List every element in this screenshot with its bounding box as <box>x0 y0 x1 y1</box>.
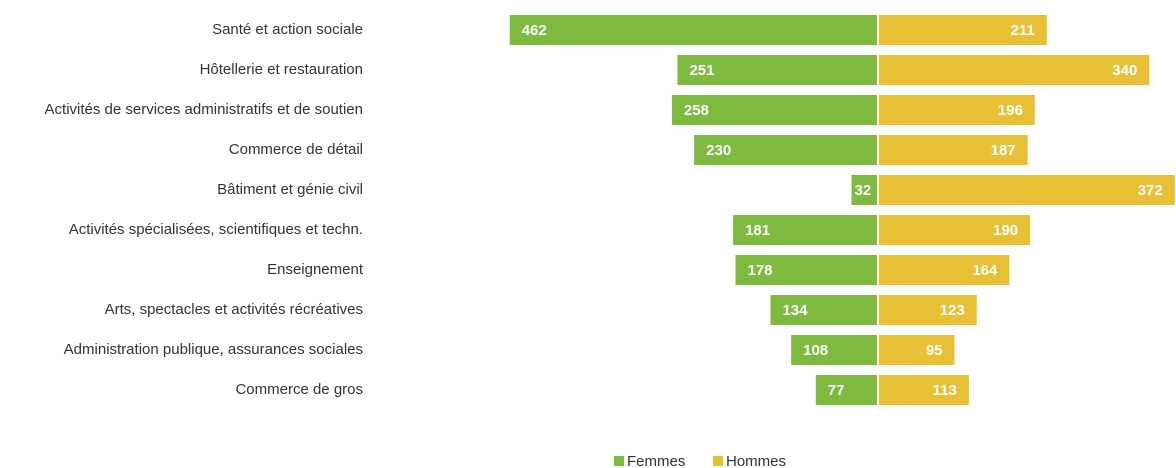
value-label: 462 <box>522 22 547 39</box>
value-label: 178 <box>747 262 772 279</box>
bar <box>735 255 877 285</box>
bar <box>770 295 877 325</box>
value-label: 372 <box>1138 182 1163 199</box>
bar <box>694 135 877 165</box>
bar <box>733 215 877 245</box>
value-label: 134 <box>782 302 808 319</box>
value-label: 340 <box>1112 62 1137 79</box>
bar <box>879 335 955 365</box>
bar <box>677 55 877 85</box>
value-label: 95 <box>926 342 943 359</box>
legend-label: Hommes <box>726 453 786 468</box>
value-label: 258 <box>684 102 709 119</box>
value-label: 108 <box>803 342 828 359</box>
value-label: 187 <box>991 142 1016 159</box>
category-label: Activités spécialisées, scientifiques et… <box>69 221 363 238</box>
value-label: 113 <box>933 382 957 399</box>
value-label: 211 <box>1011 22 1035 39</box>
bar <box>879 135 1028 165</box>
value-label: 32 <box>855 182 872 199</box>
category-label: Activités de services administratifs et … <box>45 101 363 118</box>
legend-swatch <box>713 456 723 466</box>
bar <box>879 215 1031 245</box>
bar <box>879 375 969 405</box>
category-label: Enseignement <box>267 261 364 278</box>
legend-swatch <box>614 456 624 466</box>
bar <box>671 95 877 125</box>
bar <box>509 15 877 45</box>
category-label: Commerce de gros <box>235 381 363 398</box>
value-label: 190 <box>993 222 1018 239</box>
bar <box>879 55 1150 85</box>
value-label: 181 <box>745 222 770 239</box>
bar <box>791 335 877 365</box>
value-label: 123 <box>940 302 965 319</box>
bar <box>879 255 1010 285</box>
category-label: Arts, spectacles et activités récréative… <box>105 301 363 318</box>
bar <box>815 375 877 405</box>
bar <box>879 175 1175 205</box>
value-label: 77 <box>828 382 845 399</box>
category-label: Santé et action sociale <box>212 21 363 38</box>
value-label: 164 <box>972 262 998 279</box>
bar <box>879 15 1047 45</box>
bar <box>879 295 977 325</box>
category-label: Administration publique, assurances soci… <box>64 341 363 358</box>
category-label: Bâtiment et génie civil <box>217 181 363 198</box>
category-label: Hôtellerie et restauration <box>200 61 363 78</box>
category-label: Commerce de détail <box>229 141 363 158</box>
bar <box>879 95 1035 125</box>
value-label: 251 <box>689 62 714 79</box>
bar <box>851 175 877 205</box>
value-label: 196 <box>998 102 1023 119</box>
value-label: 230 <box>706 142 731 159</box>
legend-label: Femmes <box>627 453 685 468</box>
